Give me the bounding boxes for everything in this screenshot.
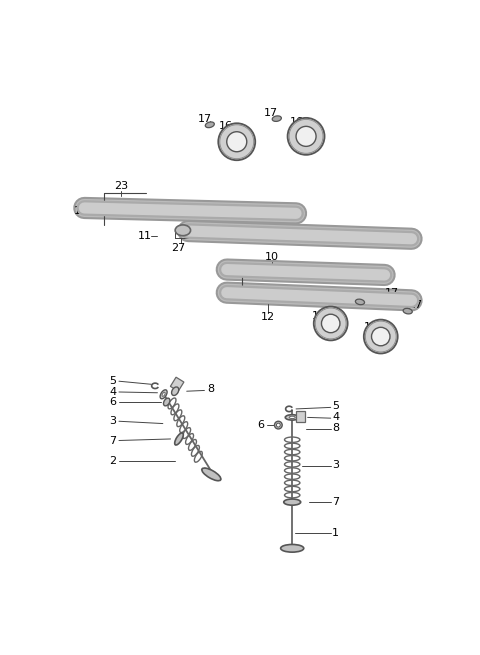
Text: 4: 4 — [109, 387, 117, 397]
Text: 5: 5 — [332, 401, 339, 411]
Text: 3: 3 — [332, 460, 339, 470]
Text: 2: 2 — [109, 457, 117, 466]
Ellipse shape — [322, 314, 340, 333]
Ellipse shape — [240, 206, 256, 217]
Ellipse shape — [294, 290, 311, 301]
Ellipse shape — [281, 544, 304, 552]
Text: 3: 3 — [109, 416, 117, 426]
Ellipse shape — [162, 204, 180, 215]
Text: 5: 5 — [109, 376, 117, 386]
Ellipse shape — [260, 289, 277, 300]
Text: 12: 12 — [261, 312, 275, 322]
Ellipse shape — [361, 293, 378, 304]
Ellipse shape — [403, 309, 412, 314]
Text: 4: 4 — [332, 413, 339, 422]
Ellipse shape — [296, 126, 316, 146]
Text: 11: 11 — [74, 206, 88, 216]
Ellipse shape — [262, 265, 279, 276]
Ellipse shape — [297, 267, 314, 278]
Ellipse shape — [201, 206, 218, 217]
Ellipse shape — [364, 320, 398, 354]
Ellipse shape — [278, 208, 295, 219]
Ellipse shape — [143, 204, 160, 215]
Ellipse shape — [124, 204, 141, 215]
Text: 16: 16 — [364, 322, 378, 331]
Ellipse shape — [220, 206, 237, 217]
Ellipse shape — [271, 229, 288, 240]
Text: 27: 27 — [171, 243, 185, 253]
Ellipse shape — [291, 229, 308, 240]
Ellipse shape — [190, 226, 207, 237]
Text: 7: 7 — [332, 497, 339, 507]
Text: 23: 23 — [114, 181, 128, 191]
Ellipse shape — [352, 231, 369, 242]
Ellipse shape — [311, 291, 328, 302]
Text: 6: 6 — [109, 397, 117, 407]
Ellipse shape — [259, 207, 276, 218]
Ellipse shape — [289, 416, 295, 419]
Ellipse shape — [285, 415, 299, 420]
Text: 8: 8 — [332, 423, 339, 433]
Text: 16: 16 — [312, 310, 326, 321]
Ellipse shape — [350, 269, 367, 280]
Ellipse shape — [277, 290, 294, 301]
Ellipse shape — [332, 231, 349, 242]
Text: 6: 6 — [257, 420, 264, 430]
Ellipse shape — [175, 433, 183, 445]
Text: 17: 17 — [385, 288, 399, 297]
Ellipse shape — [251, 228, 268, 239]
Ellipse shape — [284, 499, 300, 505]
Ellipse shape — [205, 122, 215, 128]
Text: 17: 17 — [197, 113, 212, 124]
Ellipse shape — [344, 292, 361, 303]
Ellipse shape — [355, 299, 364, 305]
Ellipse shape — [202, 468, 221, 481]
Ellipse shape — [314, 307, 348, 341]
Text: 8: 8 — [207, 384, 215, 394]
Ellipse shape — [171, 387, 179, 396]
Ellipse shape — [395, 295, 412, 306]
Ellipse shape — [327, 291, 345, 303]
Text: 7: 7 — [109, 436, 117, 445]
Text: 1: 1 — [332, 528, 339, 538]
Ellipse shape — [160, 390, 167, 399]
Ellipse shape — [182, 205, 199, 216]
Ellipse shape — [367, 269, 384, 280]
Ellipse shape — [227, 132, 247, 152]
Bar — [296, 411, 305, 422]
Ellipse shape — [372, 232, 390, 243]
Text: 16: 16 — [219, 121, 233, 132]
Ellipse shape — [372, 328, 390, 346]
Text: 10: 10 — [265, 252, 279, 262]
Text: 17: 17 — [264, 108, 278, 119]
Ellipse shape — [105, 203, 121, 214]
Ellipse shape — [315, 267, 332, 278]
Ellipse shape — [393, 233, 410, 244]
Ellipse shape — [162, 392, 165, 396]
Ellipse shape — [210, 227, 227, 238]
Ellipse shape — [227, 288, 244, 299]
Ellipse shape — [288, 118, 324, 155]
Ellipse shape — [227, 265, 244, 275]
Text: 16: 16 — [290, 117, 304, 128]
Text: 11: 11 — [233, 269, 247, 279]
Ellipse shape — [272, 116, 281, 121]
Text: 11: 11 — [233, 291, 247, 301]
Text: 17: 17 — [408, 300, 422, 310]
Ellipse shape — [245, 265, 262, 276]
Ellipse shape — [332, 268, 349, 279]
Ellipse shape — [85, 202, 102, 214]
Ellipse shape — [280, 266, 297, 277]
Text: 11: 11 — [137, 231, 151, 242]
Ellipse shape — [175, 225, 191, 236]
Ellipse shape — [164, 398, 170, 406]
Ellipse shape — [312, 230, 329, 241]
Ellipse shape — [218, 123, 255, 160]
Bar — [170, 377, 184, 391]
Ellipse shape — [275, 421, 282, 429]
Ellipse shape — [230, 227, 248, 238]
Ellipse shape — [243, 288, 261, 299]
Ellipse shape — [276, 423, 280, 427]
Ellipse shape — [378, 293, 395, 305]
